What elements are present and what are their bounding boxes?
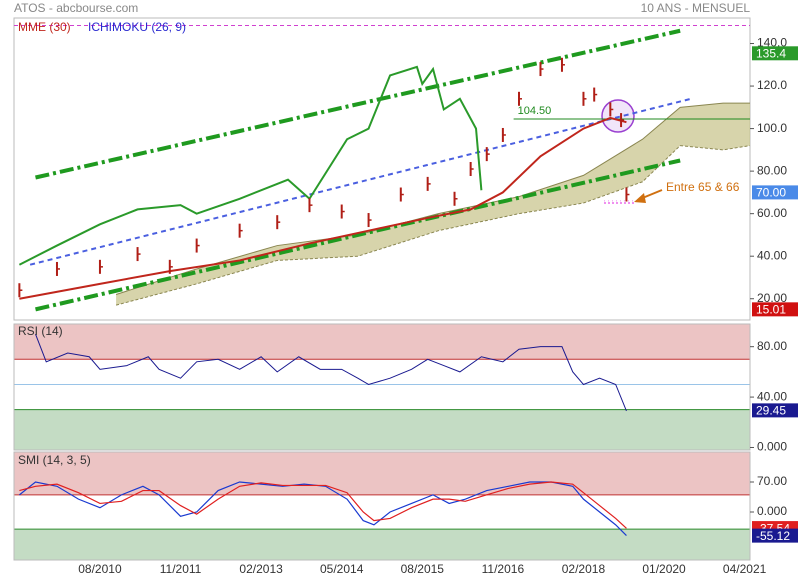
- smi-line: [19, 481, 627, 529]
- highlight-circle: [601, 99, 635, 133]
- chart-subtitle: 10 ANS - MENSUEL: [641, 1, 751, 15]
- x-tick-label: 11/2016: [482, 562, 525, 576]
- legend-label: ICHIMOKU (26, 9): [88, 20, 186, 34]
- oversold-zone: [14, 409, 750, 450]
- y-tick-label: 60.00: [757, 206, 787, 220]
- x-tick-label: 02/2013: [239, 562, 283, 576]
- y-tick-label: 20.00: [757, 291, 787, 305]
- overbought-zone: [14, 324, 750, 360]
- y-tick-label: 40.00: [757, 248, 787, 262]
- legend-label: MME (30): [18, 20, 71, 34]
- x-tick-label: 11/2011: [160, 562, 202, 576]
- oversold-zone: [14, 529, 750, 560]
- annotation-arrowhead: [634, 193, 646, 203]
- channel-line: [35, 158, 681, 312]
- x-tick-label: 08/2015: [401, 562, 445, 576]
- price-tag: [752, 185, 798, 200]
- chart-title: ATOS - abcbourse.com: [14, 1, 138, 15]
- price-tag-label: 29.45: [756, 404, 786, 418]
- y-tick-label: 80.00: [757, 163, 787, 177]
- y-tick-label: 80.00: [757, 339, 787, 353]
- level-label: 104.50: [518, 105, 552, 117]
- price-tag-label: 135.4: [756, 46, 786, 60]
- y-tick-label: 0.000: [757, 440, 787, 454]
- panel-title: SMI (14, 3, 5): [18, 453, 91, 467]
- price-tag: [752, 528, 798, 543]
- price-tag: [752, 403, 798, 418]
- annotation: Entre 65 & 66: [666, 180, 740, 194]
- y-tick-label: 0.000: [757, 504, 787, 518]
- rsi-line: [35, 333, 627, 412]
- y-tick-label: 70.00: [757, 474, 787, 488]
- y-tick-label: 40.00: [757, 389, 787, 403]
- panel-title: RSI (14): [18, 324, 63, 338]
- price-tag-label: 15.01: [756, 303, 786, 317]
- y-tick-label: 140.0: [757, 36, 787, 50]
- x-tick-label: 08/2010: [78, 562, 122, 576]
- panel-frame: [13, 451, 751, 561]
- price-tag: [752, 302, 798, 317]
- x-tick-label: 01/2020: [642, 562, 686, 576]
- y-tick-label: 100.0: [757, 121, 787, 135]
- price-tag-label: -55.12: [756, 529, 790, 543]
- smi-line: [18, 481, 627, 536]
- panel-frame: [13, 323, 751, 451]
- x-tick-label: 04/2021: [723, 562, 767, 576]
- channel-line: [29, 97, 692, 266]
- overbought-zone: [14, 452, 750, 495]
- indicator-line: [18, 65, 483, 266]
- cloud-edge: [115, 102, 750, 295]
- channel-line: [35, 28, 681, 180]
- y-tick-label: 120.0: [757, 78, 787, 92]
- price-tag: [752, 46, 798, 61]
- price-tag-label: 70.00: [756, 186, 786, 200]
- x-tick-label: 05/2014: [320, 562, 364, 576]
- x-tick-label: 02/2018: [562, 562, 606, 576]
- panel-frame: [13, 17, 751, 321]
